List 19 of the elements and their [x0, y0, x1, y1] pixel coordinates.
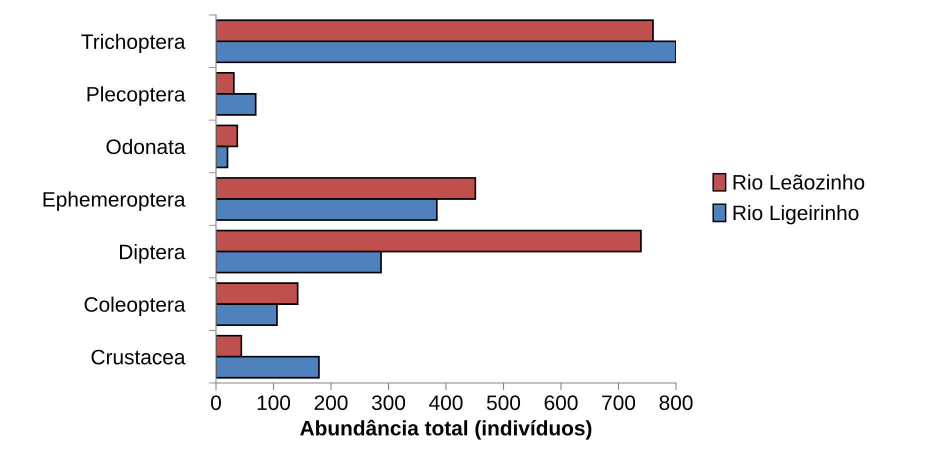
x-tick-label: 200: [314, 395, 348, 410]
x-tick-label: 100: [258, 395, 290, 410]
y-tick-label: Plecoptera: [88, 86, 186, 106]
x-tick-label: 500: [486, 395, 520, 410]
y-tick-label: Diptera: [120, 244, 186, 264]
y-tick-label: Odonata: [106, 138, 186, 154]
x-tick-label: 800: [660, 395, 693, 410]
x-tick-label: 700: [602, 395, 636, 410]
y-tick-label: Coleoptera: [84, 296, 186, 316]
x-tick-label: 0: [211, 395, 221, 410]
y-tick-label: Trichoptera: [81, 34, 186, 54]
legend-label: Rio Ligeirinho: [734, 204, 858, 224]
x-axis-title: Abundância total (indivíduos): [300, 420, 592, 440]
y-tick-label: Ephemeroptera: [44, 191, 186, 211]
x-tick-label: 300: [372, 395, 406, 410]
legend-label: Rio Leãozinho: [734, 174, 864, 190]
y-tick-label: Crustacea: [92, 350, 186, 364]
x-tick-label: 600: [544, 395, 578, 410]
x-tick-label: 400: [429, 395, 463, 410]
